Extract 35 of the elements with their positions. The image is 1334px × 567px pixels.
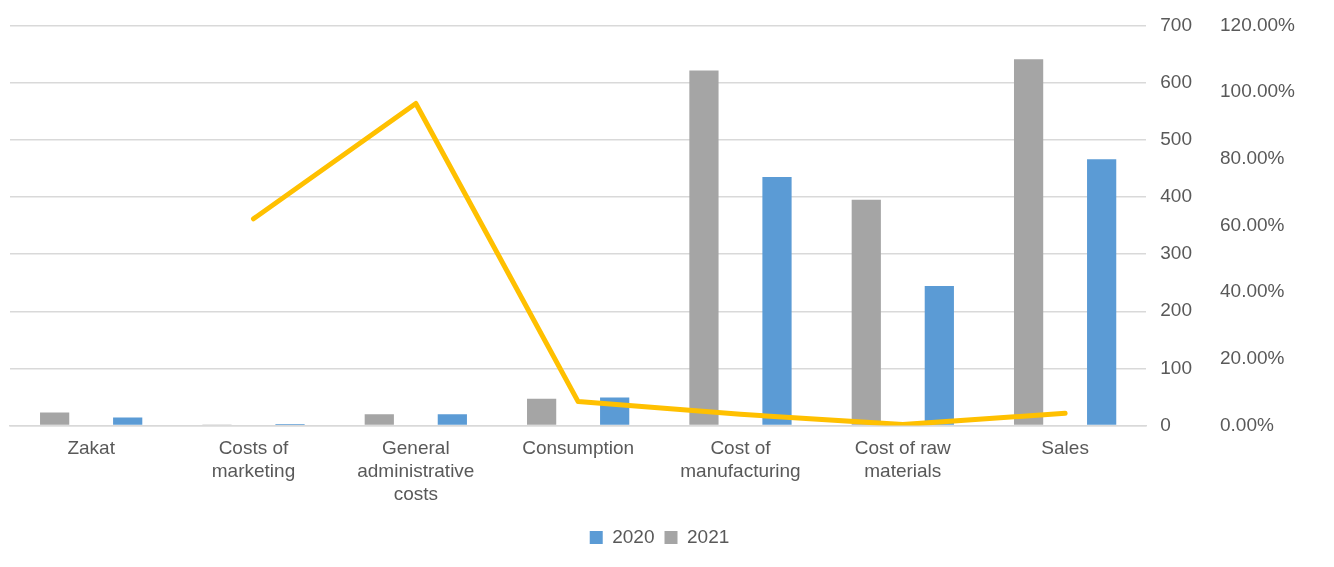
bar bbox=[364, 414, 394, 425]
y-tick-label: 500 bbox=[1160, 127, 1192, 149]
x-tick-label: General administrative costs bbox=[357, 437, 475, 504]
y2-tick-label: 60.00% bbox=[1219, 213, 1285, 235]
y-tick-label: 400 bbox=[1160, 185, 1192, 207]
bar bbox=[437, 414, 467, 425]
x-tick-label: Costs of marketing bbox=[211, 437, 296, 482]
y2-tick-label: 80.00% bbox=[1219, 147, 1285, 169]
y-tick-label: 600 bbox=[1160, 70, 1192, 92]
legend-label: 2021 bbox=[687, 525, 730, 547]
x-tick-label: Cost of manufacturing bbox=[680, 437, 801, 482]
y-tick-label: 200 bbox=[1160, 299, 1192, 321]
y2-tick-label: 120.00% bbox=[1219, 13, 1296, 35]
x-tick-label: Sales bbox=[1041, 437, 1089, 459]
bar bbox=[527, 398, 557, 425]
bar bbox=[1087, 159, 1117, 425]
y2-tick-label: 0.00% bbox=[1219, 413, 1274, 435]
bar bbox=[762, 176, 792, 425]
y-tick-label: 700 bbox=[1160, 13, 1192, 35]
y-tick-label: 300 bbox=[1160, 242, 1192, 264]
y-tick-label: 100 bbox=[1160, 356, 1192, 378]
bar bbox=[40, 412, 70, 425]
x-tick-label: Consumption bbox=[522, 437, 635, 459]
y2-tick-label: 100.00% bbox=[1219, 80, 1296, 102]
bar bbox=[1014, 59, 1044, 425]
bar bbox=[924, 286, 954, 425]
bar bbox=[113, 417, 143, 425]
legend-label: 2020 bbox=[612, 525, 655, 547]
y2-tick-label: 40.00% bbox=[1219, 280, 1285, 302]
y2-tick-label: 20.00% bbox=[1219, 347, 1285, 369]
x-tick-label: Cost of raw materials bbox=[854, 437, 952, 482]
bar bbox=[851, 199, 881, 425]
bar bbox=[689, 70, 719, 425]
y-tick-label: 0 bbox=[1160, 413, 1171, 435]
x-tick-label: Zakat bbox=[67, 437, 116, 459]
